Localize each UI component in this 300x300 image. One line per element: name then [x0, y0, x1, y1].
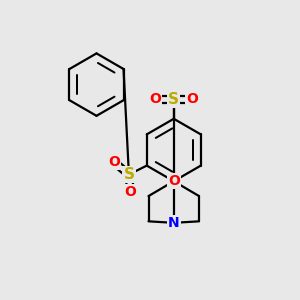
Text: O: O [108, 155, 120, 169]
Text: O: O [124, 185, 136, 199]
Text: O: O [186, 92, 198, 106]
Text: O: O [168, 174, 180, 188]
Text: O: O [149, 92, 161, 106]
Text: S: S [168, 92, 179, 107]
Text: S: S [123, 167, 134, 182]
Text: N: N [168, 216, 180, 230]
